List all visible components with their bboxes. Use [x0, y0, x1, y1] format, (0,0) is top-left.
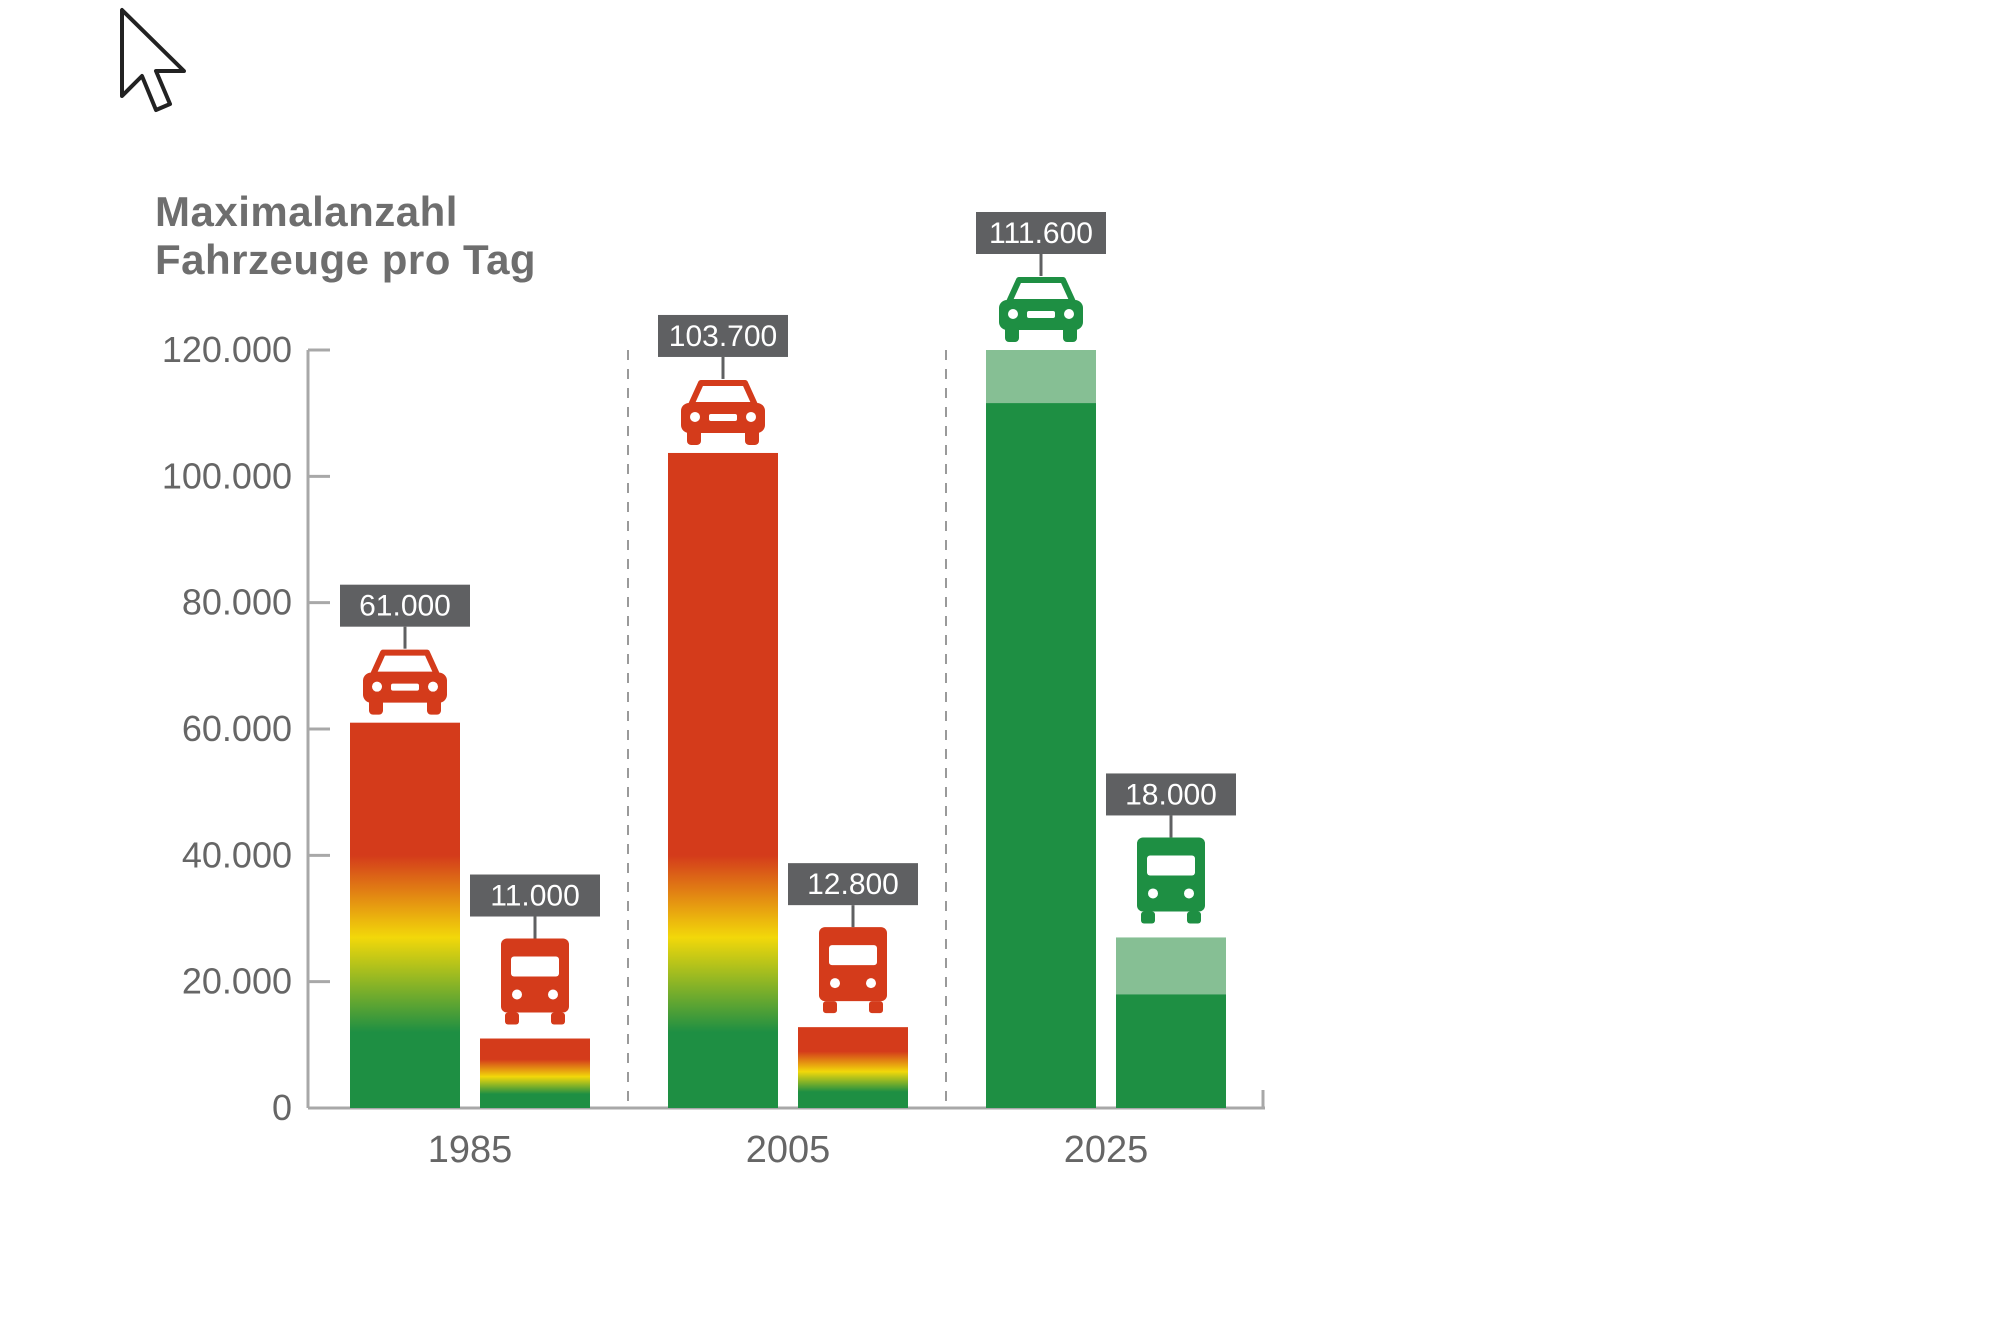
chart-title-line-2: Fahrzeuge pro Tag [155, 236, 537, 283]
y-tick-label: 120.000 [162, 329, 292, 370]
car-bar-1985-value-label-box [340, 584, 470, 627]
car-bar-2025-value-label-box [976, 212, 1106, 254]
truck-bar-2025 [1116, 994, 1226, 1108]
truck-icon [819, 927, 887, 1014]
chart-title-line-1: Maximalanzahl [155, 188, 458, 235]
y-tick-label: 40.000 [182, 834, 292, 875]
y-tick-label: 60.000 [182, 708, 292, 749]
truck-icon [1137, 837, 1205, 924]
car-bar-2025-value-label: 111.600 [989, 217, 1093, 250]
car-bar-2025-capacity [986, 350, 1096, 404]
truck-bar-2025-value-label: 18.000 [1125, 778, 1217, 811]
car-bar-1985 [350, 722, 460, 1108]
truck-bar-1985-value-label: 11.000 [490, 880, 580, 913]
y-tick-label: 100.000 [162, 455, 292, 496]
y-tick-label: 0 [272, 1087, 292, 1128]
car-icon [681, 379, 765, 445]
truck-bar-2005 [798, 1027, 908, 1108]
car-bar-2005-value-label-box [658, 314, 788, 357]
truck-icon [501, 938, 569, 1025]
x-tick-label-1985: 1985 [428, 1129, 513, 1171]
y-tick-label: 80.000 [182, 582, 292, 623]
x-tick-label-2005: 2005 [746, 1129, 831, 1171]
mouse-pointer-icon [120, 8, 186, 112]
car-bar-2005-value-label: 103.700 [669, 320, 777, 353]
truck-bar-2005-value-label-box [788, 863, 918, 906]
truck-bar-2005-value-label: 12.800 [807, 868, 899, 901]
car-icon [363, 649, 447, 715]
car-bar-2025 [986, 403, 1096, 1108]
truck-bar-1985 [480, 1038, 590, 1108]
car-bar-1985-value-label: 61.000 [359, 590, 451, 623]
y-tick-label: 20.000 [182, 961, 292, 1002]
car-icon [999, 277, 1083, 342]
truck-bar-2025-capacity [1116, 937, 1226, 995]
x-tick-label-2025: 2025 [1064, 1129, 1149, 1171]
truck-bar-1985-value-label-box [470, 874, 600, 917]
truck-bar-2025-value-label-box [1106, 773, 1236, 816]
car-bar-2005 [668, 452, 778, 1108]
